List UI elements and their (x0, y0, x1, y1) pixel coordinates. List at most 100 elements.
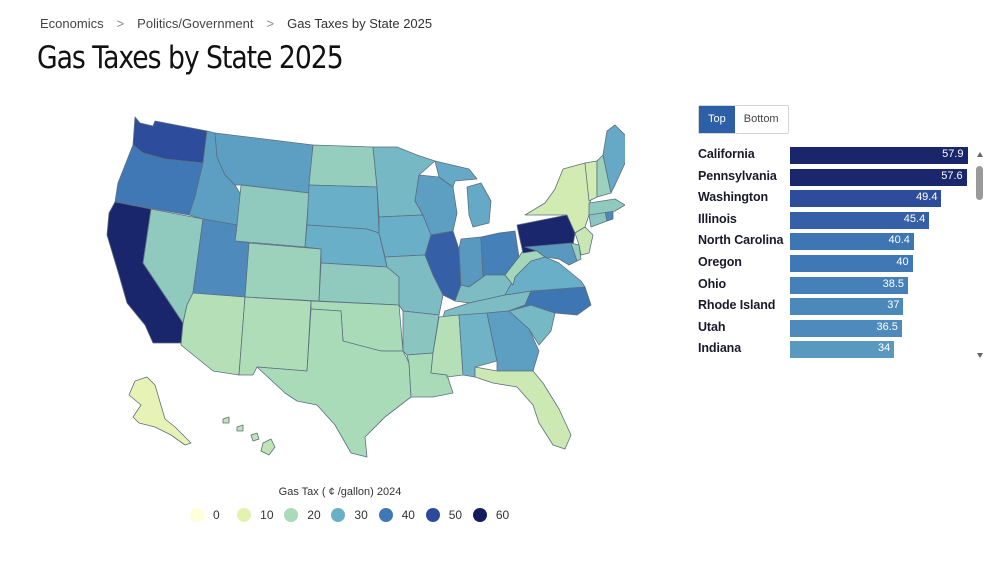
legend-color-swatch (378, 508, 393, 522)
ranking-bar[interactable]: 36.5 (790, 319, 902, 337)
map-legend: Gas Tax ( ¢ /gallon) 2024 0 10 20 30 40 50 60 (190, 486, 520, 522)
bottom-toggle-button[interactable]: Bottom (734, 106, 788, 133)
state-hawaii[interactable] (222, 416, 276, 456)
ranking-scrollbar[interactable] (976, 152, 985, 358)
top-bottom-toggle: Top Bottom (698, 105, 789, 134)
legend-item: 50 (425, 508, 473, 522)
state-north-dakota[interactable] (308, 144, 378, 188)
state-arizona[interactable] (180, 292, 246, 376)
ranking-bar[interactable]: 34 (790, 341, 895, 359)
state-massachusetts[interactable] (588, 198, 626, 216)
ranking-bar[interactable]: 49.4 (790, 190, 942, 208)
legend-tick-label: 40 (401, 508, 415, 522)
ranking-state-label: Oregon (698, 255, 742, 269)
hawaii-maui[interactable] (250, 432, 260, 442)
page-title: Gas Taxes by State 2025 (37, 40, 344, 76)
map-svg (106, 116, 638, 458)
breadcrumb-economics[interactable]: Economics (40, 16, 104, 31)
legend-color-swatch (190, 508, 204, 522)
ranking-state-label: Washington (698, 190, 769, 205)
ranking-row[interactable]: North Carolina 40.4 (698, 232, 974, 251)
scroll-thumb[interactable] (976, 166, 983, 200)
ranking-bar[interactable]: 38.5 (790, 276, 909, 294)
state-north-carolina[interactable] (508, 286, 592, 316)
legend-tick-label: 20 (307, 508, 321, 522)
legend-tick-label: 60 (495, 508, 510, 522)
legend-color-swatch (425, 508, 440, 522)
state-colorado[interactable] (244, 242, 322, 302)
ranking-state-label: Illinois (698, 211, 737, 226)
breadcrumb-separator: > (116, 16, 125, 31)
ranking-bar[interactable]: 37 (790, 298, 904, 316)
ranking-state-label: Ohio (698, 276, 727, 291)
ranking-bar-value: 37 (887, 299, 900, 312)
legend-tick-label: 0 (213, 508, 220, 522)
legend-item: 10 (237, 508, 284, 522)
ranking-state-label: Pennsylvania (698, 168, 777, 183)
state-iowa[interactable] (378, 214, 432, 258)
ranking-bar-value: 57.9 (942, 148, 964, 160)
legend-color-swatch (284, 508, 299, 522)
ranking-bar-value: 36.5 (876, 320, 898, 333)
state-kansas[interactable] (318, 262, 400, 306)
ranking-state-label: California (698, 147, 755, 161)
state-alaska[interactable] (128, 376, 192, 446)
ranking-state-label: Rhode Island (698, 298, 776, 313)
ranking-bar-value: 40 (896, 256, 909, 268)
legend-tick-label: 50 (448, 508, 463, 522)
ranking-bar[interactable]: 40 (790, 255, 913, 272)
ranking-row[interactable]: Pennsylvania 57.6 (698, 168, 974, 186)
ranking-row[interactable]: Utah 36.5 (698, 319, 974, 337)
us-choropleth-map (85, 105, 638, 465)
hawaii-oahu[interactable] (236, 424, 244, 432)
state-texas[interactable] (256, 308, 412, 458)
legend-tick-label: 30 (354, 508, 368, 522)
ranking-bar[interactable]: 57.9 (790, 147, 968, 164)
ranking-row[interactable]: Ohio 38.5 (698, 276, 974, 294)
legend-color-swatch (331, 508, 346, 522)
hawaii-kauai[interactable] (222, 416, 230, 424)
state-florida[interactable] (474, 366, 572, 450)
ranking-bar-value: 38.5 (882, 277, 905, 290)
top-toggle-button[interactable]: Top (699, 106, 735, 133)
ranking-row[interactable]: Washington 49.4 (698, 189, 974, 208)
legend-item: 0 (190, 508, 237, 522)
ranking-row[interactable]: Indiana 34 (698, 340, 974, 359)
ranking-state-label: Utah (698, 319, 726, 334)
legend-item: 20 (284, 508, 331, 522)
legend-color-swatch (472, 508, 487, 522)
ranking-row[interactable]: Rhode Island 37 (698, 297, 974, 316)
legend-tick-label: 10 (260, 508, 274, 522)
state-new-jersey[interactable] (574, 226, 594, 256)
ranking-bar[interactable]: 45.4 (790, 211, 930, 229)
state-michigan[interactable] (434, 160, 492, 228)
ranking-bar-value: 49.4 (916, 191, 938, 204)
breadcrumb-politics-government[interactable]: Politics/Government (137, 16, 254, 31)
ranking-row[interactable]: Illinois 45.4 (698, 211, 974, 229)
legend-item: 40 (378, 508, 426, 522)
ranking-bar[interactable]: 57.6 (790, 168, 967, 186)
legend-title: Gas Tax ( ¢ /gallon) 2024 (278, 486, 402, 498)
legend-item: 60 (472, 508, 520, 522)
ranking-bar-list[interactable]: California 57.9 Pennsylvania 57.6 Washington… (698, 146, 974, 362)
scroll-up-arrow-icon[interactable] (977, 152, 983, 157)
ranking-row[interactable]: California 57.9 (698, 146, 974, 164)
ranking-bar-value: 40.4 (888, 234, 910, 247)
ranking-bar-value: 57.6 (941, 169, 963, 182)
breadcrumb-separator: > (266, 16, 275, 31)
legend-item: 30 (331, 508, 378, 522)
ranking-bar[interactable]: 40.4 (790, 233, 914, 251)
legend-items: 0 10 20 30 40 50 60 (190, 508, 520, 522)
ranking-row[interactable]: Oregon 40 (698, 254, 974, 272)
breadcrumb: Economics > Politics/Government > Gas Ta… (40, 16, 432, 31)
hawaii-island[interactable] (260, 438, 276, 456)
breadcrumb-current-page: Gas Taxes by State 2025 (287, 16, 433, 31)
legend-color-swatch (237, 508, 252, 522)
state-new-mexico[interactable] (238, 296, 312, 376)
ranking-bar-value: 34 (878, 342, 891, 355)
state-delaware[interactable] (570, 242, 582, 262)
scroll-down-arrow-icon[interactable] (977, 353, 983, 358)
ranking-bar-value: 45.4 (903, 212, 926, 225)
ranking-state-label: Indiana (698, 341, 742, 356)
state-wyoming[interactable] (234, 184, 310, 248)
